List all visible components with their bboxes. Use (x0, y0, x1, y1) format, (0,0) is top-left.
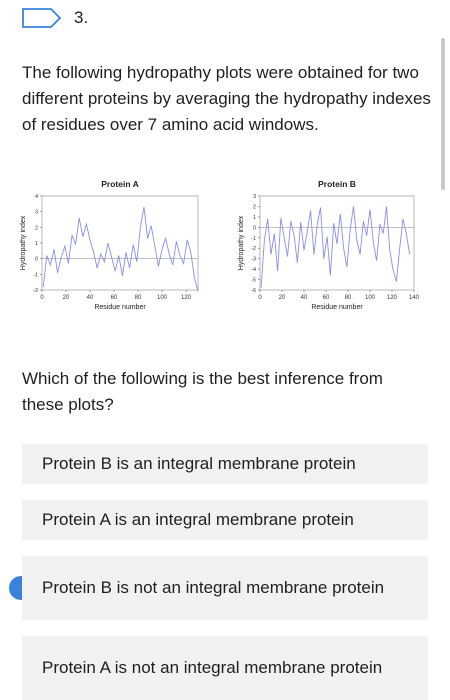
x-tick-label: 100 (157, 295, 168, 301)
y-tick-label: 3 (253, 194, 256, 200)
y-tick-label: 1 (253, 215, 256, 221)
option-1[interactable]: Protein B is an integral membrane protei… (22, 444, 428, 484)
chart-title: Protein B (318, 179, 356, 189)
y-tick-label: 0 (35, 257, 38, 263)
chart-title: Protein A (101, 179, 138, 189)
x-tick-label: 0 (40, 295, 44, 301)
x-tick-label: 40 (87, 295, 94, 301)
option-3[interactable]: Protein B is not an integral membrane pr… (22, 556, 428, 620)
y-tick-label: -5 (251, 278, 256, 284)
series-line (260, 206, 411, 288)
chart-protein-b: Protein B 0 20 40 60 80 100 120 140 3 2 1 0 -1 -2 -3 -4 -… (238, 179, 420, 311)
hydropathy-plots-figure: Protein A0 20 40 60 80 100 12043210-1-2Residue… (20, 179, 420, 311)
y-tick-label: 1 (35, 241, 38, 247)
y-tick-label: 3 (35, 210, 38, 216)
plot-frame (259, 195, 415, 291)
y-tick-label: 0 (253, 225, 256, 231)
y-axis-label: Hydropathy index (20, 215, 27, 270)
y-tick-label: 2 (35, 225, 38, 231)
question-header: 3. (22, 6, 88, 30)
y-tick-label: -1 (33, 272, 38, 278)
scrollbar-thumb[interactable] (441, 38, 445, 190)
x-tick-label: 40 (301, 295, 308, 301)
chart-protein-a: Protein A 0 20 40 60 80 100 120 4 3 2 1 0 -1 -2 Residue… (20, 179, 199, 311)
x-tick-label: 80 (345, 295, 352, 301)
x-axis-label: Residue number (311, 304, 363, 311)
option-label: Protein B is not an integral membrane pr… (42, 578, 385, 597)
question-text: The following hydropathy plots were obta… (22, 63, 431, 134)
option-label: Protein A is not an integral membrane pr… (42, 658, 383, 677)
x-tick-label: 120 (387, 295, 398, 301)
option-2[interactable]: Protein A is an integral membrane protei… (22, 500, 428, 540)
option-label: Protein A is an integral membrane protei… (42, 510, 354, 529)
y-tick-label: 4 (35, 194, 38, 200)
option-4[interactable]: Protein A is not an integral membrane pr… (22, 636, 428, 700)
x-tick-label: 0 (258, 295, 262, 301)
x-tick-label: 60 (111, 295, 118, 301)
x-tick-label: 20 (63, 295, 70, 301)
x-tick-label: 80 (135, 295, 142, 301)
x-tick-label: 140 (409, 295, 420, 301)
x-tick-label: 60 (323, 295, 330, 301)
x-tick-label: 120 (181, 295, 192, 301)
y-tick-label: -2 (33, 288, 38, 294)
y-tick-label: -4 (251, 267, 256, 273)
y-tick-label: -3 (251, 257, 256, 263)
plot-frame (41, 195, 199, 291)
series-line (42, 206, 199, 292)
y-axis-label: Hydropathy index (238, 215, 245, 270)
x-tick-label: 100 (365, 295, 376, 301)
x-tick-label: 20 (279, 295, 286, 301)
y-tick-label: -1 (251, 236, 256, 242)
y-tick-label: -6 (251, 288, 256, 294)
question-number: 3. (74, 8, 89, 27)
y-tick-label: 2 (253, 204, 256, 210)
flag-icon[interactable] (22, 8, 62, 28)
option-label: Protein B is an integral membrane protei… (42, 454, 356, 473)
x-axis-label: Residue number (94, 304, 146, 311)
y-tick-label: -2 (251, 246, 256, 252)
question-prompt: Which of the following is the best infer… (22, 369, 383, 414)
